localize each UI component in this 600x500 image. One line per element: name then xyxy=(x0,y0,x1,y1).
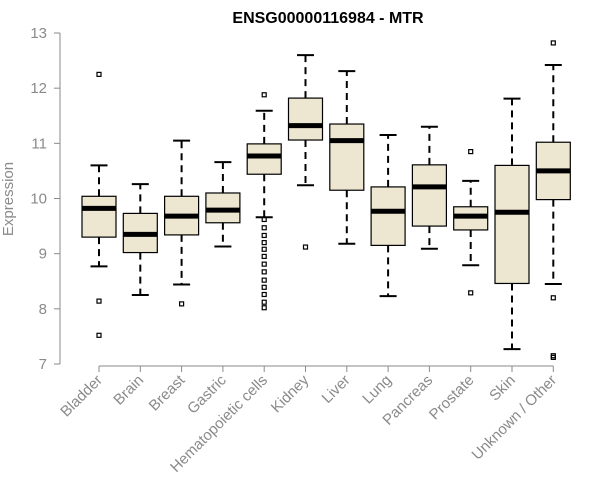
x-tick-label: Skin xyxy=(486,372,519,405)
outlier-point xyxy=(261,261,267,267)
iqr-box xyxy=(246,143,282,175)
box-prostate xyxy=(453,149,489,296)
box-unknown-other xyxy=(535,40,571,360)
outlier-point xyxy=(468,149,474,155)
x-tick-label: Brain xyxy=(110,372,147,409)
y-tick-label: 9 xyxy=(39,246,47,263)
outlier-point xyxy=(261,240,267,246)
x-tick-label: Prostate xyxy=(426,372,478,424)
box-kidney xyxy=(287,54,324,250)
box-liver xyxy=(329,70,365,245)
box-skin xyxy=(494,97,530,351)
outlier-point xyxy=(261,246,267,252)
outlier-point xyxy=(261,232,267,239)
iqr-box xyxy=(329,123,365,191)
outlier-point xyxy=(550,354,556,360)
outlier-point xyxy=(261,92,267,98)
box-hematopoietic-cells xyxy=(246,92,282,311)
box-gastric xyxy=(205,161,241,248)
y-axis-label: Expression xyxy=(0,162,17,236)
outlier-point xyxy=(261,253,267,260)
x-tick-label: Breast xyxy=(146,371,189,414)
x-tick-label: Lung xyxy=(359,372,395,408)
box-lung xyxy=(370,134,406,298)
outlier-point xyxy=(550,40,556,46)
iqr-box xyxy=(494,164,530,285)
iqr-box xyxy=(81,195,117,238)
outlier-point xyxy=(261,291,267,298)
y-tick-label: 12 xyxy=(30,80,47,97)
outlier-point xyxy=(96,298,102,304)
outlier-point xyxy=(550,295,556,301)
outlier-point xyxy=(261,299,267,305)
outlier-point xyxy=(96,332,102,338)
outlier-point xyxy=(302,244,309,250)
outlier-point xyxy=(261,305,267,311)
box-pancreas xyxy=(411,125,447,250)
x-tick-label: Bladder xyxy=(57,372,106,421)
iqr-box xyxy=(411,164,447,227)
outlier-point xyxy=(96,71,102,77)
y-tick-label: 8 xyxy=(39,301,47,318)
box-breast xyxy=(164,139,200,307)
outlier-point xyxy=(261,225,267,231)
iqr-box xyxy=(287,97,324,141)
outlier-point xyxy=(261,284,267,290)
y-tick-label: 7 xyxy=(39,356,47,373)
y-tick-label: 10 xyxy=(30,191,47,208)
boxes-group xyxy=(81,40,571,360)
outlier-point xyxy=(468,290,474,296)
outlier-point xyxy=(261,269,267,275)
outlier-point xyxy=(179,301,185,307)
iqr-box xyxy=(370,186,406,246)
x-tick-label: Liver xyxy=(319,372,354,407)
chart-title: ENSG00000116984 - MTR xyxy=(232,10,424,27)
y-tick-label: 13 xyxy=(30,25,47,42)
x-tick-label: Kidney xyxy=(268,371,313,416)
outlier-point xyxy=(261,277,267,283)
outlier-point xyxy=(261,216,267,223)
y-tick-label: 11 xyxy=(31,135,47,152)
box-brain xyxy=(122,183,158,297)
box-bladder xyxy=(81,71,117,338)
y-axis: 7 8 9 10 11 12 13 xyxy=(30,25,61,373)
